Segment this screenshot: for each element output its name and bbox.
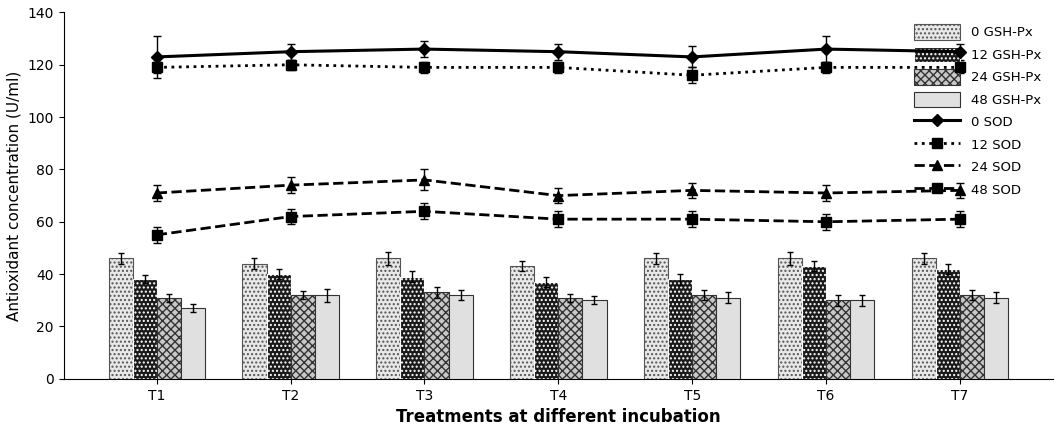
Bar bbox=[850, 300, 874, 379]
Bar bbox=[315, 295, 339, 379]
Bar bbox=[826, 300, 850, 379]
Bar bbox=[717, 297, 740, 379]
Bar bbox=[376, 259, 401, 379]
Bar bbox=[266, 274, 290, 379]
Bar bbox=[290, 295, 315, 379]
Bar bbox=[668, 279, 692, 379]
Bar bbox=[936, 269, 960, 379]
Bar bbox=[243, 264, 266, 379]
Bar bbox=[960, 295, 984, 379]
Bar bbox=[448, 295, 473, 379]
Bar bbox=[132, 279, 157, 379]
Bar bbox=[692, 295, 717, 379]
Bar bbox=[644, 259, 668, 379]
Bar bbox=[108, 259, 132, 379]
Bar bbox=[401, 277, 424, 379]
Legend: 0 GSH-Px, 12 GSH-Px, 24 GSH-Px, 48 GSH-Px, 0 SOD, 12 SOD, 24 SOD, 48 SOD: 0 GSH-Px, 12 GSH-Px, 24 GSH-Px, 48 GSH-P… bbox=[908, 19, 1046, 202]
Bar bbox=[534, 282, 559, 379]
Bar bbox=[778, 259, 802, 379]
Bar bbox=[582, 300, 606, 379]
Bar bbox=[559, 297, 582, 379]
Bar bbox=[181, 308, 205, 379]
Bar bbox=[912, 259, 936, 379]
Bar bbox=[802, 266, 826, 379]
Bar bbox=[424, 292, 448, 379]
X-axis label: Treatments at different incubation: Treatments at different incubation bbox=[396, 408, 721, 426]
Bar bbox=[510, 266, 534, 379]
Bar bbox=[984, 297, 1008, 379]
Y-axis label: Antioxidant concentration (U/ml): Antioxidant concentration (U/ml) bbox=[7, 71, 22, 321]
Bar bbox=[157, 297, 181, 379]
